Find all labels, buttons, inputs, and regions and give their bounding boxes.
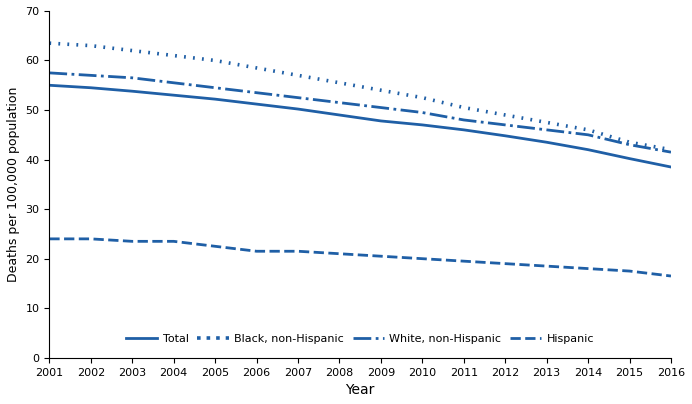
- White, non-Hispanic: [128, 76, 136, 80]
- White, non-Hispanic: [459, 118, 468, 122]
- Total: [376, 118, 385, 123]
- Line: Black, non-Hispanic: Black, non-Hispanic: [49, 43, 671, 149]
- Black, non-Hispanic: [459, 105, 468, 110]
- Black, non-Hispanic: [584, 127, 592, 132]
- Hispanic: [626, 269, 634, 274]
- Line: Hispanic: Hispanic: [49, 239, 671, 276]
- Total: [45, 83, 53, 88]
- Black, non-Hispanic: [170, 53, 178, 58]
- Total: [211, 97, 219, 101]
- Hispanic: [45, 236, 53, 241]
- White, non-Hispanic: [336, 100, 344, 105]
- White, non-Hispanic: [170, 80, 178, 85]
- White, non-Hispanic: [376, 105, 385, 110]
- Total: [501, 133, 509, 138]
- Hispanic: [211, 244, 219, 249]
- White, non-Hispanic: [543, 127, 551, 132]
- Hispanic: [543, 264, 551, 269]
- Total: [626, 156, 634, 161]
- Black, non-Hispanic: [253, 65, 261, 70]
- Total: [294, 107, 302, 112]
- Total: [128, 89, 136, 94]
- Legend: Total, Black, non-Hispanic, White, non-Hispanic, Hispanic: Total, Black, non-Hispanic, White, non-H…: [121, 330, 599, 349]
- Hispanic: [253, 249, 261, 254]
- Hispanic: [501, 261, 509, 266]
- Total: [418, 122, 426, 127]
- White, non-Hispanic: [667, 150, 675, 155]
- Hispanic: [459, 259, 468, 263]
- Black, non-Hispanic: [45, 41, 53, 46]
- Total: [667, 164, 675, 169]
- Black, non-Hispanic: [128, 48, 136, 53]
- Y-axis label: Deaths per 100,000 population: Deaths per 100,000 population: [7, 87, 20, 282]
- White, non-Hispanic: [501, 122, 509, 127]
- Black, non-Hispanic: [626, 140, 634, 145]
- Hispanic: [86, 236, 95, 241]
- White, non-Hispanic: [86, 73, 95, 78]
- White, non-Hispanic: [294, 95, 302, 100]
- Total: [543, 140, 551, 145]
- Hispanic: [170, 239, 178, 244]
- Black, non-Hispanic: [501, 113, 509, 118]
- Black, non-Hispanic: [376, 88, 385, 93]
- White, non-Hispanic: [211, 85, 219, 90]
- Black, non-Hispanic: [336, 80, 344, 85]
- White, non-Hispanic: [253, 90, 261, 95]
- Hispanic: [667, 274, 675, 278]
- Total: [584, 147, 592, 152]
- Hispanic: [336, 251, 344, 256]
- Total: [336, 113, 344, 118]
- Hispanic: [294, 249, 302, 254]
- Hispanic: [376, 254, 385, 259]
- Line: Total: Total: [49, 85, 671, 167]
- Black, non-Hispanic: [418, 95, 426, 100]
- Total: [459, 127, 468, 132]
- White, non-Hispanic: [626, 142, 634, 147]
- Hispanic: [584, 266, 592, 271]
- White, non-Hispanic: [418, 110, 426, 115]
- Black, non-Hispanic: [294, 73, 302, 78]
- Black, non-Hispanic: [86, 43, 95, 48]
- White, non-Hispanic: [584, 133, 592, 137]
- Hispanic: [128, 239, 136, 244]
- Hispanic: [418, 256, 426, 261]
- Total: [170, 93, 178, 98]
- Black, non-Hispanic: [543, 120, 551, 125]
- Black, non-Hispanic: [211, 58, 219, 63]
- White, non-Hispanic: [45, 70, 53, 75]
- Black, non-Hispanic: [667, 147, 675, 152]
- Total: [253, 102, 261, 107]
- Line: White, non-Hispanic: White, non-Hispanic: [49, 73, 671, 152]
- Total: [86, 85, 95, 90]
- X-axis label: Year: Year: [345, 383, 375, 397]
